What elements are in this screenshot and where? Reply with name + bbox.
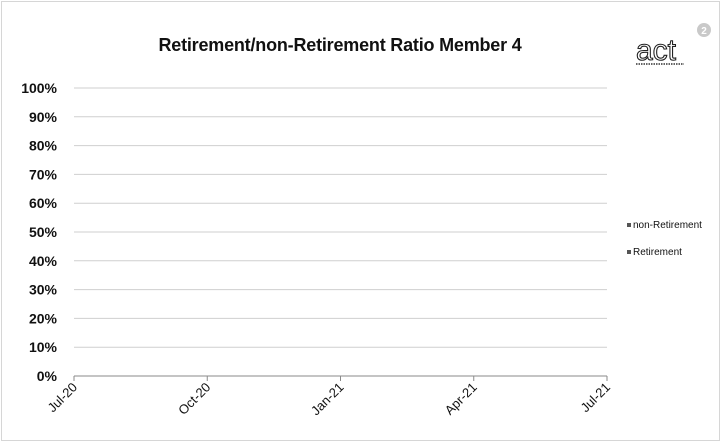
y-tick-label: 0% xyxy=(37,368,58,384)
logo-badge xyxy=(697,23,711,37)
x-tick-label: Jul-20 xyxy=(44,380,80,416)
act-logo: act 2 xyxy=(635,23,711,68)
logo-badge-text: 2 xyxy=(701,26,707,37)
y-tick-label: 20% xyxy=(29,310,58,326)
y-tick-label: 50% xyxy=(29,224,58,240)
y-tick-label: 60% xyxy=(29,195,58,211)
y-tick-label: 100% xyxy=(21,80,57,96)
chart-title: Retirement/non-Retirement Ratio Member 4 xyxy=(158,35,522,55)
y-tick-label: 90% xyxy=(29,109,58,125)
logo-text: act xyxy=(636,34,677,67)
y-tick-label: 80% xyxy=(29,138,58,154)
legend-label: non-Retirement xyxy=(633,220,702,231)
legend-marker xyxy=(627,250,631,254)
x-tick-label: Apr-21 xyxy=(442,380,480,418)
y-tick-label: 30% xyxy=(29,282,58,298)
x-tick-label: Oct-20 xyxy=(175,380,213,418)
legend-label: Retirement xyxy=(633,247,682,258)
y-tick-label: 10% xyxy=(29,339,58,355)
x-tick-label: Jul-21 xyxy=(577,380,613,416)
y-tick-label: 70% xyxy=(29,166,58,182)
x-tick-label: Jan-21 xyxy=(308,380,347,419)
y-tick-label: 40% xyxy=(29,253,58,269)
legend-marker xyxy=(627,223,631,227)
